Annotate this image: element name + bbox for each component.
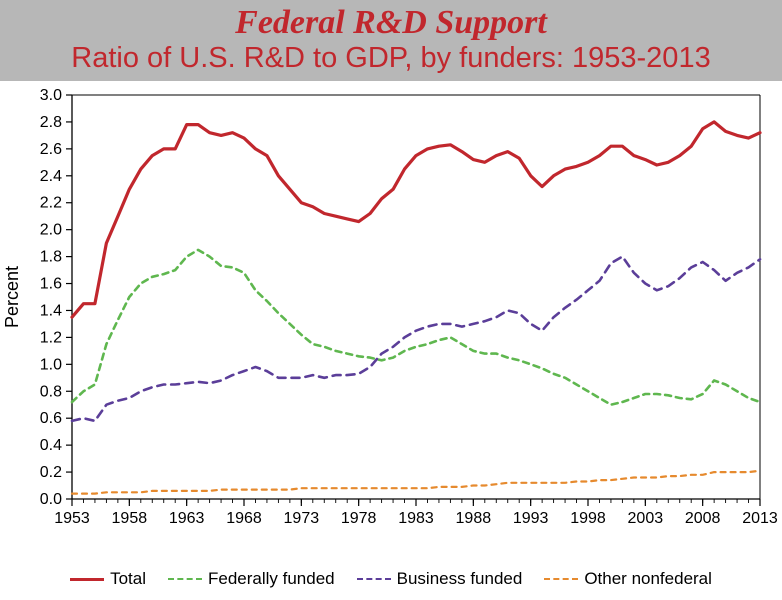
- legend-item: Federally funded: [168, 569, 335, 589]
- legend-swatch: [70, 578, 104, 581]
- svg-text:0.0: 0.0: [40, 491, 62, 508]
- svg-text:1963: 1963: [169, 510, 205, 527]
- svg-text:2.0: 2.0: [40, 222, 62, 239]
- svg-text:0.8: 0.8: [40, 384, 62, 401]
- svg-text:0.4: 0.4: [40, 437, 62, 454]
- svg-text:1953: 1953: [54, 510, 90, 527]
- legend-item: Business funded: [357, 569, 523, 589]
- svg-text:1.4: 1.4: [40, 303, 62, 320]
- legend-label: Total: [110, 569, 146, 589]
- svg-text:1968: 1968: [226, 510, 262, 527]
- svg-text:2.6: 2.6: [40, 141, 62, 158]
- legend-item: Total: [70, 569, 146, 589]
- svg-text:0.2: 0.2: [40, 464, 62, 481]
- legend-item: Other nonfederal: [544, 569, 712, 589]
- svg-text:2.8: 2.8: [40, 114, 62, 131]
- svg-text:1958: 1958: [112, 510, 148, 527]
- svg-text:1988: 1988: [456, 510, 492, 527]
- svg-text:2008: 2008: [685, 510, 721, 527]
- slide-subtitle: Ratio of U.S. R&D to GDP, by funders: 19…: [0, 43, 782, 75]
- svg-text:0.6: 0.6: [40, 410, 62, 427]
- svg-text:2.2: 2.2: [40, 195, 62, 212]
- legend-swatch: [544, 578, 578, 580]
- chart-container: 0.0 0.2 0.4 0.6 0.8 1.0 1.2 1.4 1.6 1.8 2.0 2.2 2.4 2…: [0, 81, 782, 591]
- legend-swatch: [168, 578, 202, 580]
- legend-swatch: [357, 578, 391, 580]
- svg-text:Percent: Percent: [2, 266, 22, 328]
- svg-text:1983: 1983: [398, 510, 434, 527]
- svg-text:1.8: 1.8: [40, 249, 62, 266]
- line-chart: 0.0 0.2 0.4 0.6 0.8 1.0 1.2 1.4 1.6 1.8 2.0 2.2 2.4 2…: [0, 81, 782, 561]
- svg-text:2003: 2003: [628, 510, 664, 527]
- svg-text:2.4: 2.4: [40, 168, 62, 185]
- legend-label: Federally funded: [208, 569, 335, 589]
- svg-text:1998: 1998: [570, 510, 606, 527]
- legend-label: Other nonfederal: [584, 569, 712, 589]
- legend-label: Business funded: [397, 569, 523, 589]
- chart-legend: Total Federally funded Business funded Othe…: [0, 569, 782, 589]
- svg-text:1.0: 1.0: [40, 357, 62, 374]
- slide-title: Federal R&D Support: [0, 4, 782, 41]
- svg-text:1973: 1973: [284, 510, 320, 527]
- svg-text:1993: 1993: [513, 510, 549, 527]
- svg-text:1.2: 1.2: [40, 330, 62, 347]
- svg-text:1978: 1978: [341, 510, 377, 527]
- svg-text:1.6: 1.6: [40, 276, 62, 293]
- svg-text:3.0: 3.0: [40, 87, 62, 104]
- svg-text:2013: 2013: [742, 510, 778, 527]
- header-banner: Federal R&D Support Ratio of U.S. R&D to…: [0, 0, 782, 81]
